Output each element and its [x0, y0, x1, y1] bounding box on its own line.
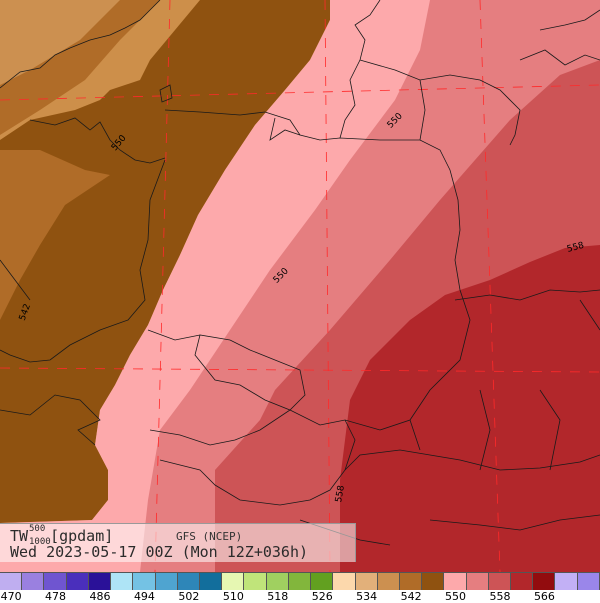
legend-swatch — [244, 572, 267, 590]
legend-swatch — [288, 572, 312, 590]
legend-swatch — [422, 572, 445, 590]
legend-swatch — [577, 572, 600, 590]
legend-swatch — [266, 572, 289, 590]
legend-swatch — [44, 572, 67, 590]
legend-value-label: 510 — [222, 590, 244, 603]
thickness-map: 542 550 550 550 558 558 — [0, 0, 600, 572]
legend-swatch — [511, 572, 534, 590]
legend-swatch — [377, 572, 400, 590]
legend-value-label: 550 — [445, 590, 467, 603]
legend-swatch — [133, 572, 156, 590]
legend-swatch — [355, 572, 378, 590]
legend-swatch — [88, 572, 112, 590]
color-legend — [0, 572, 600, 590]
legend-swatch — [222, 572, 245, 590]
legend-swatch — [311, 572, 334, 590]
unit-label: [gpdam] — [50, 527, 114, 545]
band-566 — [340, 245, 600, 572]
legend-swatch — [155, 572, 178, 590]
legend-value-label: 542 — [400, 590, 422, 603]
band-534-mid — [0, 150, 110, 320]
level-top: 500 — [29, 524, 46, 534]
contour-label-558-south: 558 — [334, 484, 347, 503]
legend-swatch — [22, 572, 45, 590]
legend-value-label: 502 — [178, 590, 200, 603]
variable-symbol: TW — [10, 527, 29, 545]
legend-swatch — [177, 572, 200, 590]
legend-value-label: 470 — [0, 590, 22, 603]
legend-value-label: 478 — [45, 590, 67, 603]
legend-value-label: 534 — [356, 590, 378, 603]
legend-swatch — [555, 572, 578, 590]
band-542-west — [0, 0, 330, 523]
model-label: GFS (NCEP) — [176, 530, 243, 543]
legend-value-label: 518 — [267, 590, 289, 603]
legend-swatch — [488, 572, 512, 590]
legend-swatch — [399, 572, 423, 590]
legend-swatch — [333, 572, 356, 590]
legend-swatch — [533, 572, 556, 590]
map-title-box: TW 500 1000 [gpdam] GFS (NCEP) Wed 2023-05-… — [0, 523, 356, 562]
level-bottom: 1000 — [29, 537, 51, 547]
legend-swatch — [466, 572, 489, 590]
legend-value-label: 566 — [533, 590, 555, 603]
legend-swatch — [199, 572, 223, 590]
valid-time: Wed 2023-05-17 00Z (Mon 12Z+036h) — [10, 543, 309, 561]
legend-swatch — [111, 572, 134, 590]
color-legend-labels: 470 478 486 494 502 510 518 526 534 542 550 558 566 — [0, 591, 600, 603]
variable-name: TW 500 1000 — [10, 524, 51, 547]
band-534-corner — [0, 0, 120, 85]
lat-lon-grid — [0, 0, 600, 572]
legend-swatch — [66, 572, 89, 590]
legend-value-label: 494 — [133, 590, 155, 603]
title-line-1: TW 500 1000 [gpdam] — [10, 524, 114, 547]
legend-value-label: 486 — [89, 590, 111, 603]
legend-value-label: 526 — [311, 590, 333, 603]
contour-label-558-east: 558 — [566, 241, 585, 255]
legend-value-label: 558 — [489, 590, 511, 603]
legend-swatch — [444, 572, 467, 590]
legend-swatch — [0, 572, 23, 590]
